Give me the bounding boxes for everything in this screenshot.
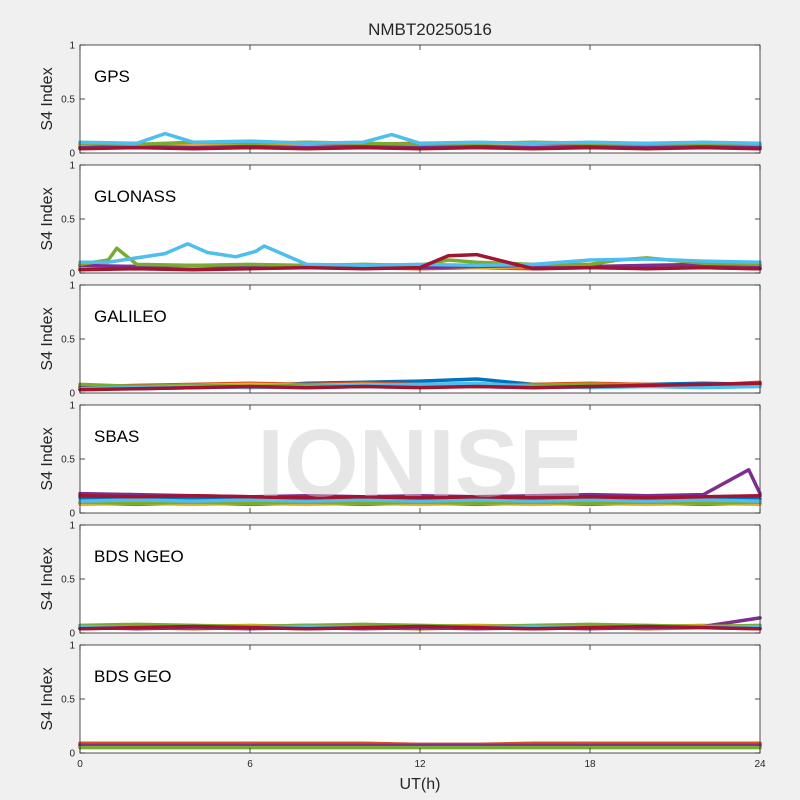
panel-0-background xyxy=(80,45,760,153)
panel-3-ytick-label-0: 0 xyxy=(69,509,75,520)
panel-5: 0 0.5 1 BDS GEO S4 Index xyxy=(39,641,762,760)
xtick-label-3: 18 xyxy=(584,759,596,770)
panel-3-series-2 xyxy=(78,501,762,507)
xtick-label-0: 0 xyxy=(77,759,83,770)
panel-4-ytick-label-2: 1 xyxy=(69,521,75,532)
panel-0-series-5 xyxy=(78,131,762,146)
panel-1-series-6 xyxy=(78,252,762,272)
panel-1-background xyxy=(80,165,760,273)
panel-2-ytick-label-1: 0.5 xyxy=(61,335,75,346)
panel-1-label: GLONASS xyxy=(94,187,176,206)
panel-0-ytick-label-1: 0.5 xyxy=(61,95,75,106)
panel-2: 0 0.5 1 GALILEO S4 Index xyxy=(39,281,762,400)
panel-2-background xyxy=(80,285,760,393)
xtick-label-4: 24 xyxy=(754,759,766,770)
panel-1-ytick-label-1: 0.5 xyxy=(61,215,75,226)
panel-3-ylabel: S4 Index xyxy=(39,427,56,490)
panel-3-ytick-label-1: 0.5 xyxy=(61,455,75,466)
panel-1-series-5 xyxy=(78,242,762,268)
panel-2-label: GALILEO xyxy=(94,307,167,326)
panel-3-ytick-label-2: 1 xyxy=(69,401,75,412)
panel-4-ylabel: S4 Index xyxy=(39,547,56,610)
panel-4-label: BDS NGEO xyxy=(94,547,184,566)
xtick-label-1: 6 xyxy=(247,759,253,770)
xtick-label-2: 12 xyxy=(414,759,426,770)
panel-5-ytick-label-1: 0.5 xyxy=(61,695,75,706)
panel-0-ytick-label-0: 0 xyxy=(69,149,75,160)
panel-0-ytick-label-2: 1 xyxy=(69,41,75,52)
panel-4-background xyxy=(80,525,760,633)
panel-3-series-5 xyxy=(78,498,762,503)
panel-5-label: BDS GEO xyxy=(94,667,171,686)
panel-0-ylabel: S4 Index xyxy=(39,67,56,130)
figure-title: NMBT20250516 xyxy=(368,20,492,39)
panel-1-ytick-label-2: 1 xyxy=(69,161,75,172)
panel-1-ytick-label-0: 0 xyxy=(69,269,75,280)
panel-2-ylabel: S4 Index xyxy=(39,307,56,370)
panel-2-ytick-label-0: 0 xyxy=(69,389,75,400)
x-axis-label: UT(h) xyxy=(400,776,441,793)
panel-5-background xyxy=(80,645,760,753)
panel-4-ytick-label-0: 0 xyxy=(69,629,75,640)
panel-3: 0 0.5 1 SBAS S4 Index xyxy=(39,401,762,520)
panel-5-ytick-label-0: 0 xyxy=(69,749,75,760)
panel-0-label: GPS xyxy=(94,67,130,86)
panel-4: 0 0.5 1 BDS NGEO S4 Index xyxy=(39,521,762,640)
x-axis: 0 6 12 18 24 xyxy=(77,759,766,770)
panel-2-series-6 xyxy=(78,381,762,392)
panels-group: 0 0.5 1 GPS S4 Index 0 0.5 1 GLONASS S4 Index 0 0.5… xyxy=(39,41,762,760)
panel-2-ytick-label-2: 1 xyxy=(69,281,75,292)
panel-0: 0 0.5 1 GPS S4 Index xyxy=(39,41,762,160)
panel-1: 0 0.5 1 GLONASS S4 Index xyxy=(39,161,762,280)
panel-5-ytick-label-2: 1 xyxy=(69,641,75,652)
panel-1-ylabel: S4 Index xyxy=(39,187,56,250)
panel-5-ylabel: S4 Index xyxy=(39,667,56,730)
panel-4-series-6 xyxy=(78,624,762,631)
panel-3-label: SBAS xyxy=(94,427,139,446)
panel-3-series-6 xyxy=(78,493,762,500)
watermark-text: IONISE xyxy=(257,410,582,517)
panel-4-ytick-label-1: 0.5 xyxy=(61,575,75,586)
